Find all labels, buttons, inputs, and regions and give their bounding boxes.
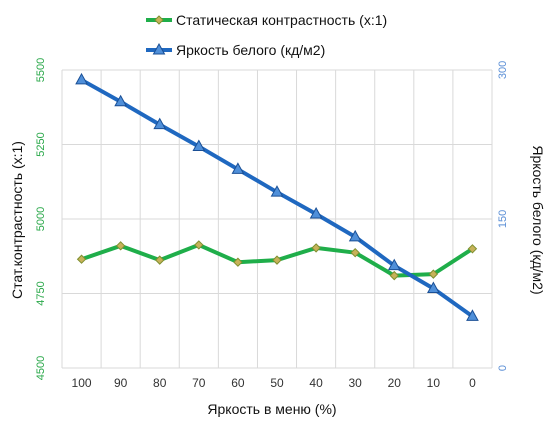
legend-marker-diamond [154,15,164,25]
x-tick-label: 100 [72,376,92,390]
x-tick-label: 10 [427,376,441,390]
x-tick-label: 50 [270,376,284,390]
legend: Статическая контрастность (х:1) Яркость … [146,12,387,58]
legend-label-brightness: Яркость белого (кд/м2) [176,42,325,58]
y-left-tick-label: 5250 [35,132,47,156]
legend-marker-triangle [152,42,166,55]
y-right-tick-label: 300 [497,61,509,79]
data-point-contrast [467,244,478,254]
data-point-brightness [192,139,206,151]
series-layer [75,72,479,321]
data-point-contrast [76,254,87,264]
data-point-brightness [387,258,401,271]
x-tick-label: 30 [349,376,363,390]
data-point-contrast [233,257,243,267]
data-point-brightness [231,162,245,174]
y-axis-left-title: Стат.контрастность (х:1) [9,141,25,299]
data-point-contrast [155,255,165,265]
data-point-brightness [309,206,323,219]
x-axis-title: Яркость в меню (%) [207,401,336,417]
data-point-contrast [194,240,204,250]
data-point-contrast [115,241,126,251]
x-tick-label: 80 [153,376,167,390]
y-axis-right-title: Яркость белого (кд/м2) [530,145,546,294]
x-tick-label: 40 [309,376,323,390]
data-point-brightness [75,72,88,85]
data-point-brightness [153,117,167,130]
x-tick-label: 90 [114,376,128,390]
data-point-contrast [428,269,439,279]
y-right-tick-label: 150 [497,210,509,228]
y-left-tick-label: 5000 [35,207,47,231]
data-point-contrast [311,243,321,253]
data-point-brightness [114,94,127,107]
y-left-tick-label: 4500 [35,356,47,380]
y-right-tick-label: 0 [497,365,509,371]
x-tick-label: 60 [231,376,245,390]
data-point-brightness [270,185,284,197]
x-tick-label: 70 [192,376,206,390]
legend-item-brightness: Яркость белого (кд/м2) [146,42,325,58]
data-point-contrast [389,270,399,281]
data-point-contrast [350,247,360,258]
legend-label-contrast: Статическая контрастность (х:1) [176,12,387,28]
data-point-brightness [427,281,440,294]
y-left-tick-label: 5500 [35,58,47,82]
grid [61,69,493,369]
legend-item-contrast: Статическая контрастность (х:1) [146,12,387,28]
data-point-contrast [272,255,282,265]
x-tick-label: 0 [469,376,476,390]
data-point-brightness [348,229,362,242]
data-point-brightness [466,309,479,321]
y-left-tick-label: 4750 [35,281,47,305]
x-tick-label: 20 [388,376,402,390]
